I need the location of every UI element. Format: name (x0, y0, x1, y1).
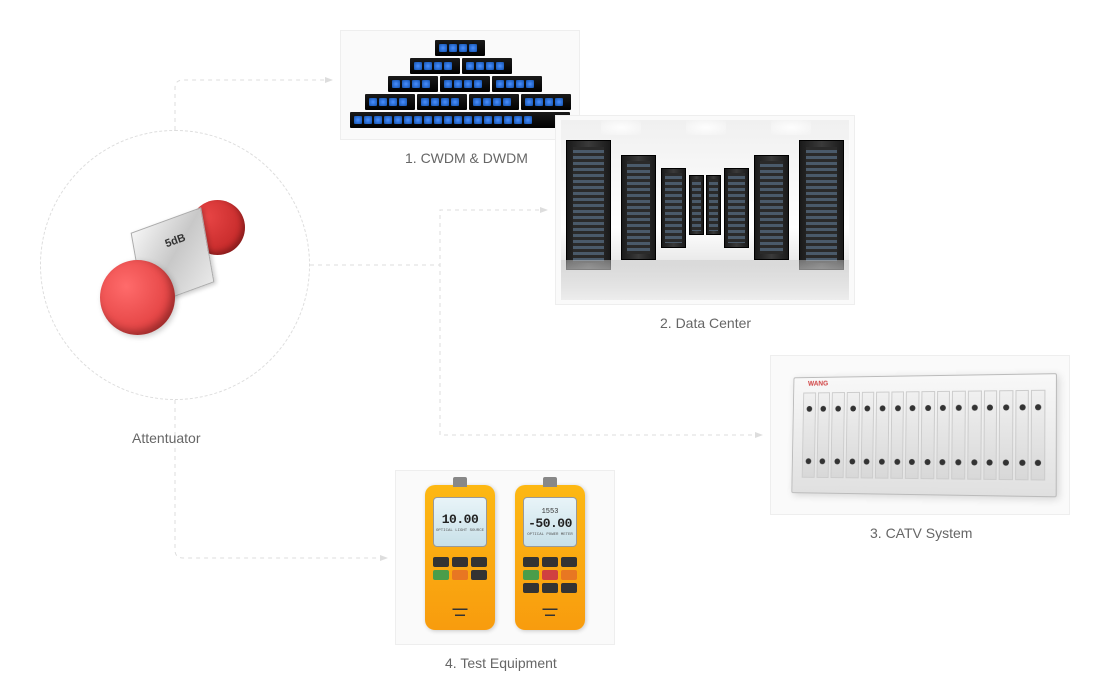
datacenter-label: 2. Data Center (660, 315, 751, 331)
catv-label: 3. CATV System (870, 525, 972, 541)
catv-logo-text: WANG (808, 381, 828, 388)
meter2-reading-top: 1553 (542, 508, 559, 516)
cwdm-illustration (350, 40, 570, 130)
attenuator-diagram: 5dB Attentuator 1. CWDM & DWDM (0, 0, 1120, 700)
meter1-reading: 10.00 (442, 512, 479, 527)
attenuator-illustration: 5dB (95, 190, 255, 340)
optical-power-meter: 1553 -50.00 OPTICAL POWER METER ▬▬▬▬▬ (515, 485, 585, 630)
catv-illustration: WANG (791, 373, 1057, 497)
datacenter-illustration (561, 120, 849, 300)
meter1-sublabel: OPTICAL LIGHT SOURCE (436, 529, 484, 533)
optical-light-source: 10.00 OPTICAL LIGHT SOURCE ▬▬▬▬▬ (425, 485, 495, 630)
cwdm-label: 1. CWDM & DWDM (405, 150, 528, 166)
target-test: 10.00 OPTICAL LIGHT SOURCE ▬▬▬▬▬ 1553 -5… (395, 470, 615, 645)
meter2-reading: -50.00 (528, 516, 572, 531)
meter2-sublabel: OPTICAL POWER METER (527, 533, 573, 537)
target-datacenter (555, 115, 855, 305)
test-label: 4. Test Equipment (445, 655, 557, 671)
source-node: 5dB (40, 130, 310, 400)
target-cwdm (340, 30, 580, 140)
target-catv: WANG (770, 355, 1070, 515)
source-label: Attentuator (132, 430, 201, 446)
test-equipment-illustration: 10.00 OPTICAL LIGHT SOURCE ▬▬▬▬▬ 1553 -5… (425, 485, 585, 630)
